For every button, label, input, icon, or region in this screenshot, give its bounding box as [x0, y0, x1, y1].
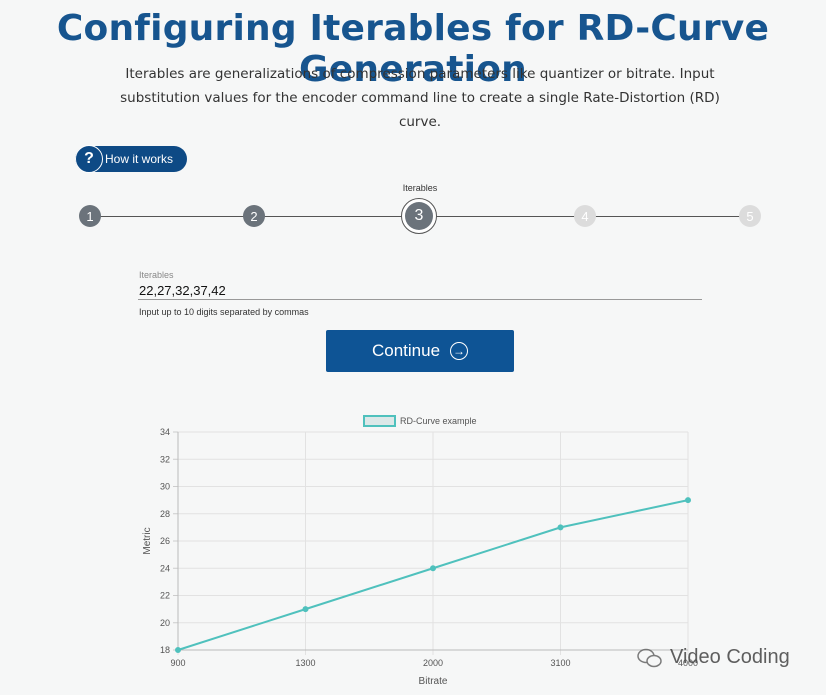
- y-tick-label: 24: [160, 563, 170, 573]
- watermark-text: Video Coding: [670, 646, 790, 668]
- y-tick-label: 28: [160, 509, 170, 519]
- y-axis-label: Metric: [142, 527, 153, 554]
- x-tick-label: 2000: [423, 658, 443, 668]
- data-point: [430, 565, 436, 572]
- question-icon: ?: [75, 145, 103, 173]
- page-title: Configuring Iterables for RD-Curve Gener…: [56, 8, 770, 90]
- y-tick-label: 30: [160, 482, 170, 492]
- y-tick-label: 34: [160, 427, 170, 437]
- step-3[interactable]: 3: [405, 202, 433, 230]
- data-point: [685, 497, 691, 504]
- legend-swatch: [363, 415, 396, 427]
- page-subtitle: Iterables are generalizations of compres…: [120, 66, 720, 130]
- step-1[interactable]: 1: [79, 205, 101, 227]
- iterables-help-text: Input up to 10 digits separated by comma…: [139, 307, 309, 317]
- arrow-right-circle-icon: →: [450, 342, 469, 360]
- data-point: [557, 524, 564, 531]
- x-tick-label: 4000: [678, 658, 698, 668]
- rd-curve-chart: 18 20 22 24 26 28 30 32 34 900 1300 2000 3100 4000 Bit…: [142, 415, 698, 687]
- legend-label: RD-Curve example: [400, 416, 477, 426]
- x-tick-label: 900: [170, 658, 185, 668]
- iterables-field-label: Iterables: [139, 270, 174, 280]
- active-step-caption: Iterables: [402, 183, 438, 193]
- how-it-works-label: How it works: [105, 152, 174, 166]
- continue-label: Continue: [371, 341, 441, 360]
- step-4[interactable]: 4: [574, 205, 596, 227]
- data-point: [175, 647, 181, 653]
- x-tick-label: 1300: [295, 658, 315, 668]
- data-point: [302, 606, 309, 613]
- y-tick-label: 22: [160, 591, 170, 601]
- y-tick-label: 32: [160, 454, 170, 464]
- x-axis-label: Bitrate: [419, 676, 448, 687]
- step-5[interactable]: 5: [739, 205, 761, 227]
- continue-button[interactable]: Continue →: [326, 330, 514, 372]
- how-it-works-button[interactable]: ? How it works: [75, 145, 187, 173]
- y-tick-label: 26: [160, 536, 170, 546]
- y-tick-label: 20: [160, 618, 170, 628]
- wechat-icon: [637, 648, 662, 667]
- x-tick-label: 3100: [550, 658, 570, 668]
- watermark: Video Coding: [636, 646, 790, 669]
- iterables-input[interactable]: [138, 281, 702, 300]
- y-tick-label: 18: [160, 645, 170, 655]
- step-2[interactable]: 2: [243, 205, 265, 227]
